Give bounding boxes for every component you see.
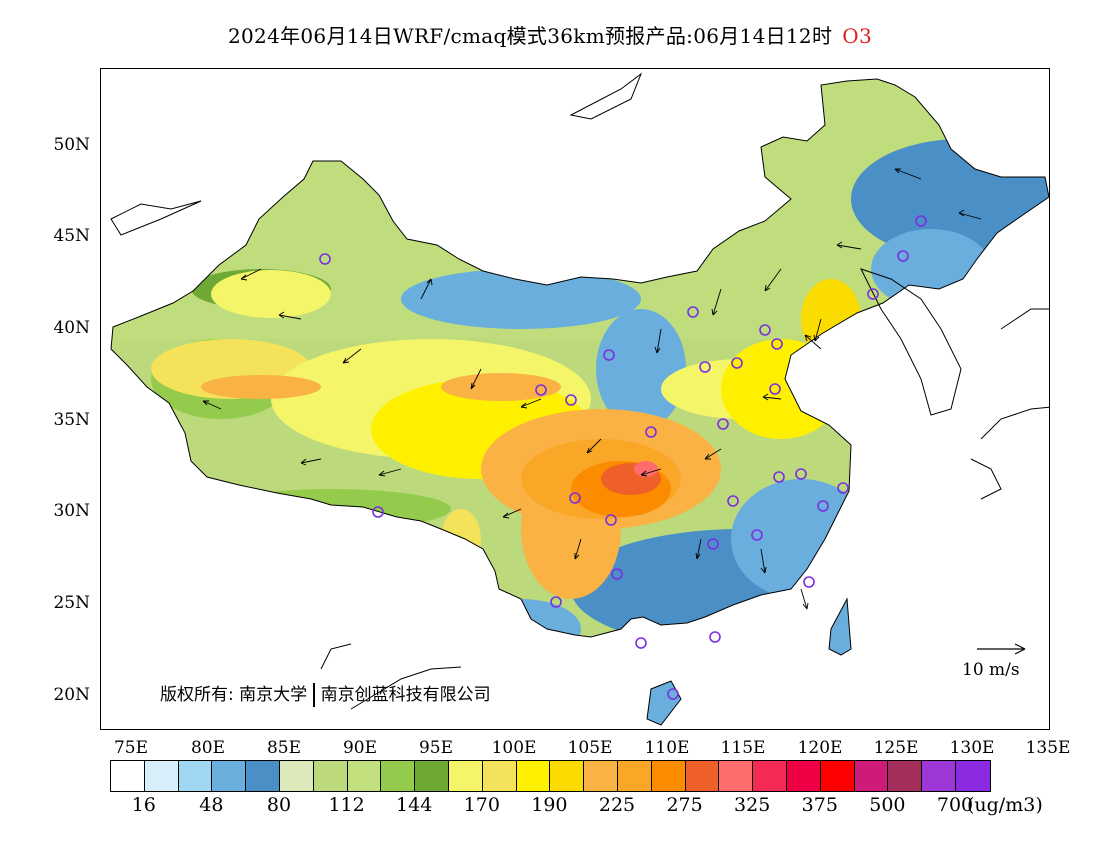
copyright-org-company: 南京创蓝科技有限公司 [320, 685, 491, 705]
colorbar-swatch [854, 761, 889, 791]
coastlines-and-borders [110, 72, 1049, 726]
colorbar-tick-label: 144 [396, 794, 433, 816]
colorbar-swatch [347, 761, 382, 791]
colorbar-swatch [955, 761, 990, 791]
lon-label: 130E [949, 738, 995, 758]
colorbar-tick-label: 375 [801, 794, 838, 816]
map-title: 2024年06月14日WRF/cmaq模式36km预报产品:06月14日12时 O… [0, 20, 1100, 49]
colorbar-swatch [922, 761, 956, 791]
wind-scale-arrow [977, 643, 1026, 655]
colorbar-tick-label: 16 [131, 794, 156, 816]
colorbar-swatch [516, 761, 551, 791]
wind-scale-label: 10 m/s [962, 660, 1020, 680]
title-text: 2024年06月14日WRF/cmaq模式36km预报产品:06月14日12时 [228, 24, 833, 48]
colorbar-swatch [246, 761, 280, 791]
colorbar-tick-label: 275 [666, 794, 703, 816]
lat-label: 20N [53, 685, 90, 705]
lat-label: 40N [53, 318, 90, 338]
colorbar-swatch [888, 761, 923, 791]
copyright-notice: 版权所有: 南京大学 南京创蓝科技有限公司 [160, 680, 491, 707]
colorbar-tick-label: 700 [936, 794, 974, 816]
colorbar-tick-label: 190 [531, 794, 568, 816]
lat-label: 35N [53, 410, 90, 430]
colorbar-swatch [753, 761, 787, 791]
lon-label: 100E [491, 738, 537, 758]
colorbar-tick-label: 112 [328, 794, 365, 816]
colorbar-swatch [381, 761, 416, 791]
colorbar-unit: (ug/m3) [967, 794, 1043, 816]
lon-label: 85E [266, 738, 302, 758]
colorbar-swatch [820, 761, 855, 791]
lat-label: 50N [53, 135, 90, 155]
lon-label: 120E [797, 738, 843, 758]
lon-label: 75E [113, 738, 149, 758]
colorbar-swatch [313, 761, 348, 791]
lon-label: 80E [190, 738, 226, 758]
colorbar-swatch [111, 761, 145, 791]
ozone-map [110, 72, 1049, 726]
colorbar-swatch [584, 761, 618, 791]
lat-label: 25N [53, 593, 90, 613]
copyright-prefix: 版权所有: [160, 685, 234, 705]
copyright-org-nju: 南京大学 [239, 685, 308, 705]
colorbar-swatch [786, 761, 821, 791]
colorbar-swatch [212, 761, 247, 791]
colorbar-swatch [651, 761, 686, 791]
lat-label: 45N [53, 226, 90, 246]
lon-label: 135E [1025, 738, 1071, 758]
lat-label: 30N [53, 501, 90, 521]
pollutant-species: O3 [842, 24, 872, 48]
lon-label: 95E [418, 738, 454, 758]
city-markers [319, 215, 927, 700]
colorbar-swatch [448, 761, 483, 791]
lon-label: 110E [644, 738, 690, 758]
lon-label: 105E [567, 738, 613, 758]
colorbar-swatch [482, 761, 517, 791]
colorbar-swatch [617, 761, 652, 791]
colorbar-tick-label: 48 [199, 794, 224, 816]
colorbar-tick-label: 80 [266, 794, 292, 816]
map-panel [100, 68, 1050, 730]
colorbar-swatch [279, 761, 314, 791]
wind-vectors [202, 168, 982, 610]
colorbar-swatch [719, 761, 754, 791]
colorbar-swatch [415, 761, 449, 791]
copyright-separator [313, 683, 315, 707]
lon-label: 90E [342, 738, 378, 758]
colorbar-swatch [685, 761, 720, 791]
colorbar [110, 760, 991, 792]
colorbar-swatch [144, 761, 179, 791]
colorbar-swatch [550, 761, 585, 791]
lon-label: 125E [873, 738, 919, 758]
colorbar-tick-label: 500 [869, 794, 906, 816]
colorbar-swatch [178, 761, 213, 791]
lon-label: 115E [720, 738, 766, 758]
colorbar-tick-label: 325 [734, 794, 771, 816]
colorbar-tick-label: 225 [598, 794, 636, 816]
colorbar-tick-label: 170 [463, 794, 500, 816]
